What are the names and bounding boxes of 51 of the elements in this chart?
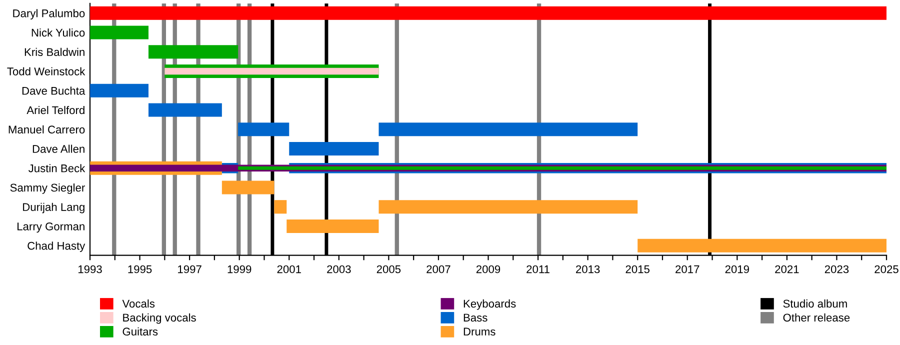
x-tick-label: 2005 <box>376 265 401 274</box>
y-tick-label: Dave Allen <box>32 144 84 153</box>
bar <box>148 45 238 59</box>
y-tick-label: Dave Buchta <box>22 86 86 95</box>
y-tick-label: Ariel Telford <box>26 106 84 114</box>
legend-label: Keyboards <box>464 299 516 310</box>
bar <box>638 238 886 252</box>
y-tick-label: Manuel Carrero <box>8 125 85 134</box>
bar <box>222 180 274 194</box>
bar <box>148 103 222 117</box>
bar <box>378 200 638 214</box>
y-tick-label: Chad Hasty <box>28 242 86 252</box>
x-tick-label: 1995 <box>128 265 152 274</box>
y-tick-label: Kris Baldwin <box>24 48 84 56</box>
bar <box>90 6 886 20</box>
x-tick-label: 2011 <box>526 265 550 274</box>
x-tick-label: 1997 <box>178 265 202 274</box>
x-tick-label: 2025 <box>874 265 898 274</box>
legend-label: Studio album <box>783 299 847 308</box>
legend-label: Guitars <box>122 327 158 336</box>
y-tick-label: Daryl Palumbo <box>13 9 85 20</box>
x-tick-label: 2007 <box>426 265 450 274</box>
bar <box>238 122 290 136</box>
x-tick-label: 2023 <box>824 265 849 274</box>
x-tick-label: 2015 <box>626 265 650 274</box>
legend-label: Bass <box>464 314 488 322</box>
legend-label: Backing vocals <box>123 313 196 324</box>
x-tick-label: 2021 <box>775 265 799 274</box>
y-tick-label: Larry Gorman <box>18 222 84 233</box>
bar <box>90 84 148 98</box>
x-tick-label: 2009 <box>476 265 500 274</box>
y-tick-label: Nick Yulico <box>32 28 85 37</box>
y-tick-label: Todd Weinstock <box>7 67 86 76</box>
x-tick-label: 2003 <box>327 265 351 274</box>
bar <box>274 200 287 214</box>
x-tick-label: 2013 <box>576 265 600 274</box>
x-tick-label: 2017 <box>676 265 700 274</box>
legend-label: Other release <box>783 313 850 322</box>
legend-label: Drums <box>464 328 496 336</box>
legend-label: Vocals <box>122 299 155 308</box>
bar <box>286 219 379 234</box>
bar <box>90 26 148 40</box>
x-tick-label: 2019 <box>725 265 749 274</box>
bar <box>164 68 379 75</box>
y-tick-label: Sammy Siegler <box>10 183 85 194</box>
y-tick-label: Durijah Lang <box>23 202 84 214</box>
x-tick-label: 1999 <box>228 265 252 274</box>
x-tick-label: 1993 <box>78 265 102 274</box>
bar <box>289 142 379 156</box>
y-tick-label: Justin Beck <box>28 164 86 172</box>
x-tick-label: 2001 <box>277 265 301 274</box>
